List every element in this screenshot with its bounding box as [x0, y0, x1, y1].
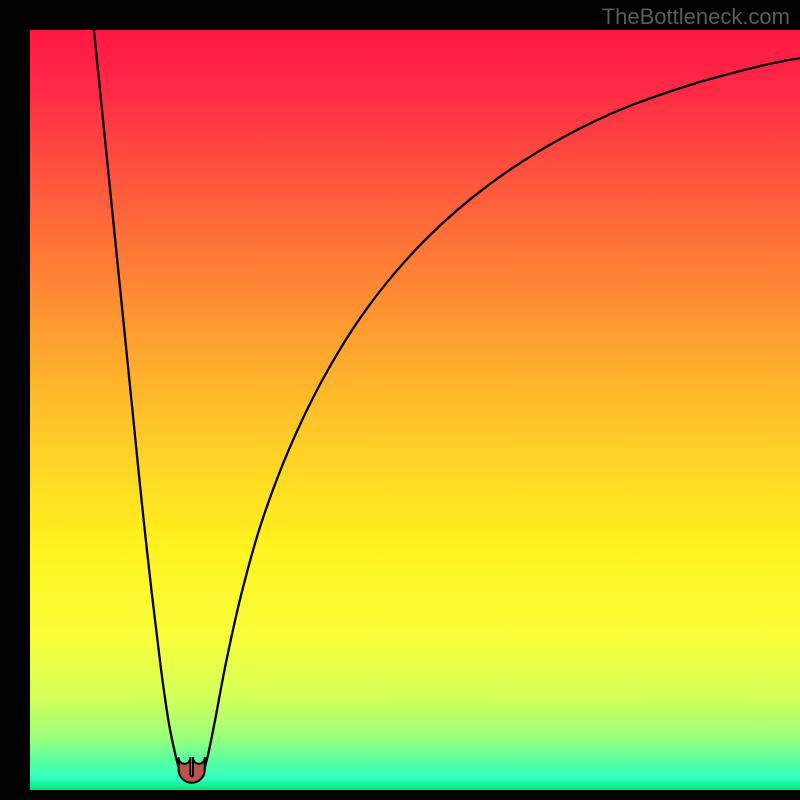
gradient-background	[30, 30, 800, 790]
chart-plot	[30, 30, 800, 790]
watermark-text: TheBottleneck.com	[602, 4, 790, 30]
chart-container: TheBottleneck.com	[0, 0, 800, 800]
